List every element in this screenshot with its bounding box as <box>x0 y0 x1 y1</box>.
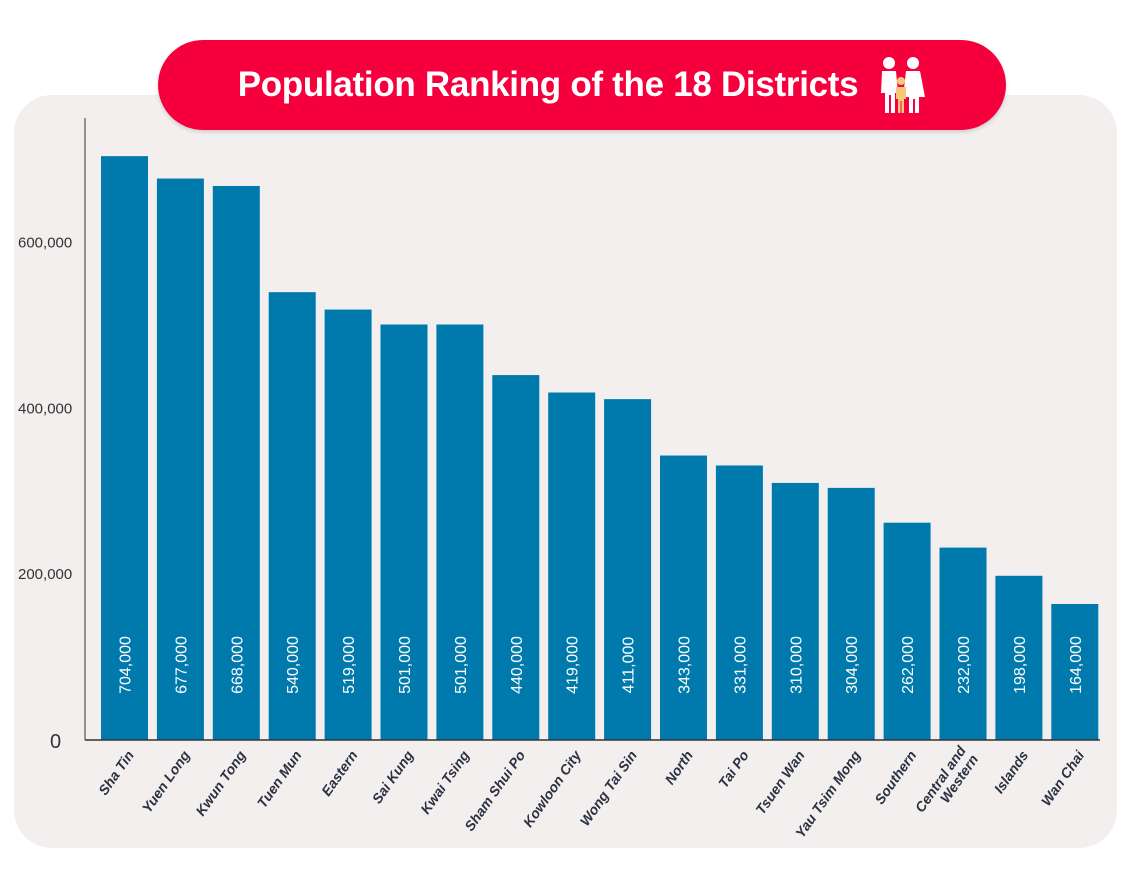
bar <box>101 156 148 740</box>
bar <box>1051 603 1099 740</box>
x-tick-label: Wong Tai Sin <box>577 748 641 829</box>
x-tick-label: Kwai Tsing <box>417 747 472 817</box>
bar-value-label: 232,000 <box>956 636 973 694</box>
bar-value-label: 501,000 <box>453 636 470 694</box>
bar-value-label: 198,000 <box>1012 636 1029 694</box>
x-tick-label: Kwun Tong <box>192 747 249 819</box>
bar <box>995 575 1043 740</box>
bar-value-label: 331,000 <box>732 636 749 694</box>
x-tick-label: Tai Po <box>715 747 752 791</box>
x-tick-label: Eastern <box>318 748 361 799</box>
x-tick-label: Islands <box>991 747 1032 796</box>
bar <box>380 324 428 740</box>
y-tick-label: 200,000 <box>18 566 72 583</box>
y-tick-label: 0 <box>50 731 61 753</box>
x-tick-label: Tsuen Wan <box>752 748 807 818</box>
bar <box>771 482 819 740</box>
bar <box>436 324 484 740</box>
x-tick-label: Sai Kung <box>369 747 417 806</box>
bar-value-label: 164,000 <box>1068 636 1085 694</box>
bar-value-label: 411,000 <box>621 637 638 694</box>
bar <box>715 465 763 740</box>
bar <box>660 455 707 740</box>
bar-value-label: 704,000 <box>118 636 135 694</box>
y-tick-label: 600,000 <box>18 234 72 251</box>
x-tick-label: Tuen Mun <box>254 748 305 811</box>
x-tick-label: Sham Shui Po <box>461 747 528 834</box>
chart-title: Population Ranking of the 18 Districts <box>237 65 859 104</box>
bar-value-label: 501,000 <box>397 636 414 694</box>
bar <box>212 186 260 740</box>
bar <box>939 547 987 740</box>
title-banner: Population Ranking of the 18 Districts <box>158 40 1006 130</box>
y-tick-label: 400,000 <box>18 400 72 417</box>
bar-value-label: 540,000 <box>285 636 302 694</box>
x-tick-label: Yuen Long <box>139 747 194 815</box>
bar-value-label: 304,000 <box>844 636 861 694</box>
bar-value-label: 419,000 <box>565 636 582 694</box>
x-tick-label: Kowloon City <box>520 747 585 830</box>
bar <box>883 522 931 740</box>
bar-value-label: 519,000 <box>341 636 358 694</box>
x-tick-label: Southern <box>871 748 919 808</box>
bar <box>492 375 540 740</box>
bar <box>827 487 875 740</box>
bar <box>156 178 204 741</box>
family-icon <box>881 57 926 113</box>
bar-value-label: 343,000 <box>677 636 694 694</box>
bar-value-label: 262,000 <box>900 636 917 694</box>
x-tick-label: North <box>661 748 696 788</box>
bar <box>604 399 652 740</box>
bar-value-label: 310,000 <box>788 636 805 694</box>
bar <box>324 309 372 740</box>
x-tick-label: Wan Chai <box>1038 747 1088 809</box>
bar-value-label: 668,000 <box>229 636 246 694</box>
x-tick-label: Central andWestern <box>912 743 982 824</box>
bar-value-label: 440,000 <box>509 636 526 694</box>
x-tick-label: Sha Tin <box>95 748 137 798</box>
bar <box>268 292 316 740</box>
bar <box>548 392 596 740</box>
bar-value-label: 677,000 <box>173 636 190 694</box>
